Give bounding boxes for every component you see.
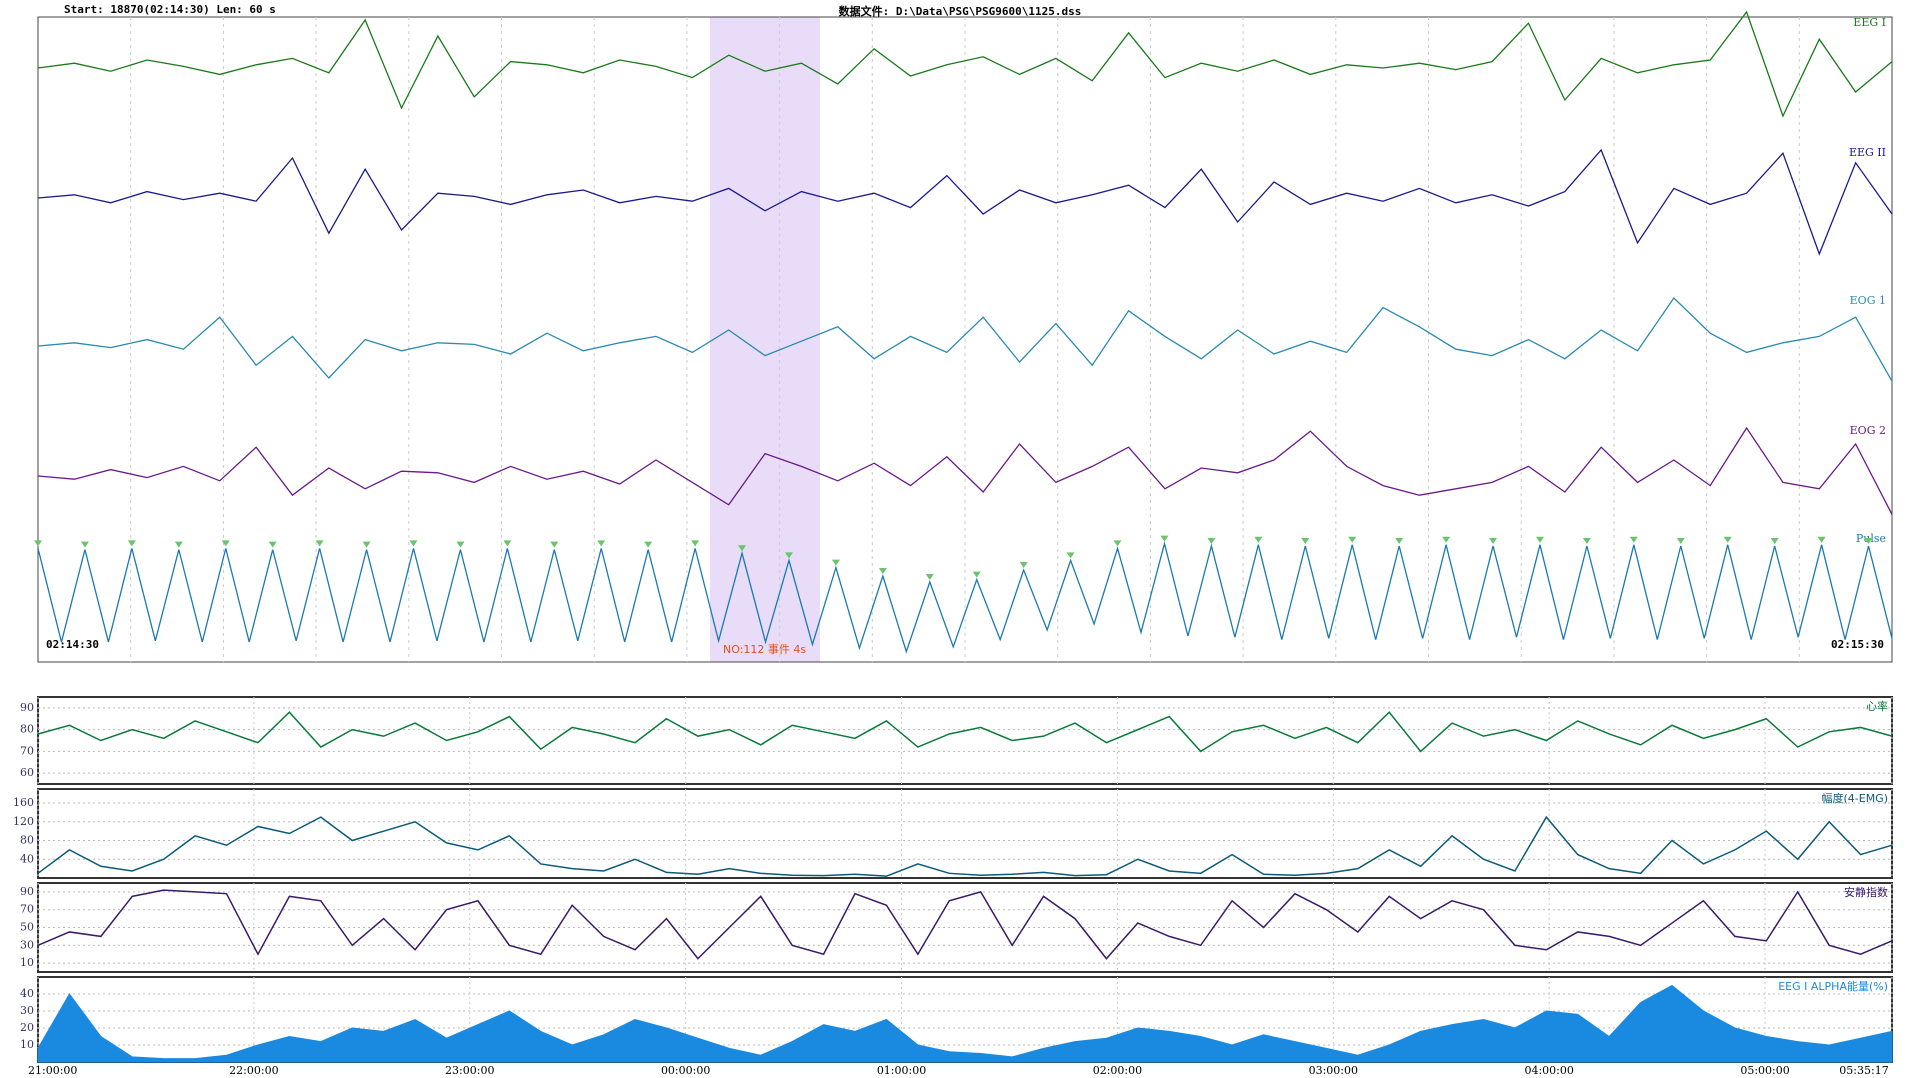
x-tick-label: 22:00:00 — [229, 1064, 278, 1077]
beat-marker — [597, 540, 606, 547]
x-tick-label: 01:00:00 — [877, 1064, 926, 1077]
y-tick-label: 20 — [20, 1021, 34, 1034]
beat-marker — [1723, 536, 1732, 543]
y-tick-label: 60 — [20, 766, 34, 779]
beat-marker — [1019, 562, 1028, 568]
trace — [37, 296, 1893, 382]
y-tick-label: 70 — [20, 903, 34, 916]
beat-marker — [315, 540, 324, 547]
trend-label: EEG I ALPHA能量(%) — [1778, 979, 1888, 993]
trend-label: 幅度(4-EMG) — [1821, 791, 1888, 805]
y-tick-label: 80 — [20, 834, 34, 847]
beat-marker — [691, 540, 700, 547]
y-tick-label: 80 — [20, 723, 34, 736]
beat-marker — [1395, 538, 1404, 544]
beat-marker — [1489, 538, 1498, 544]
panel-frame — [37, 788, 1893, 879]
x-tick-label: 00:00:00 — [661, 1064, 710, 1077]
beat-marker — [221, 540, 230, 547]
beat-marker — [1535, 536, 1544, 543]
beat-marker — [456, 541, 465, 548]
y-tick-label: 90 — [20, 701, 34, 714]
x-tick-label: 21:00:00 — [28, 1064, 77, 1077]
trace-label: EEG I — [1853, 16, 1886, 29]
x-tick-label: 03:00:00 — [1309, 1064, 1358, 1077]
epoch-start: 02:14:30 — [46, 638, 99, 651]
trend-line — [37, 815, 1893, 877]
x-tick-label: 04:00:00 — [1524, 1064, 1573, 1077]
header-info: Start: 18870(02:14:30) Len: 60 s — [64, 3, 276, 16]
beat-marker — [550, 541, 559, 548]
trace — [37, 148, 1893, 256]
y-tick-label: 70 — [20, 744, 34, 757]
beat-marker — [127, 540, 136, 547]
beat-marker — [1160, 535, 1169, 542]
trace — [37, 541, 1893, 654]
beat-marker — [925, 574, 934, 580]
y-tick-label: 10 — [20, 1038, 34, 1051]
beat-marker — [784, 552, 793, 559]
y-tick-label: 30 — [20, 1004, 34, 1017]
x-tick-label: 05:00:00 — [1740, 1064, 1789, 1077]
beat-marker — [268, 541, 277, 548]
y-tick-label: 120 — [13, 815, 34, 828]
beat-marker — [831, 559, 840, 566]
beat-marker — [1676, 538, 1685, 544]
area — [37, 984, 1893, 1063]
event-label: NO:112 事件 4s — [723, 643, 806, 656]
beat-marker — [1770, 538, 1779, 544]
beat-marker — [409, 540, 418, 547]
trend-line — [37, 711, 1893, 753]
trend-label: 心率 — [1866, 699, 1888, 713]
beat-marker — [1629, 536, 1638, 543]
beat-marker — [1442, 536, 1451, 543]
y-tick-label: 40 — [20, 987, 34, 1000]
panel-frame — [37, 696, 1893, 785]
beat-marker — [1207, 538, 1216, 544]
y-tick-label: 10 — [20, 956, 34, 969]
beat-marker — [1864, 538, 1873, 544]
beat-marker — [878, 568, 887, 574]
trend-label: 安静指数 — [1844, 885, 1888, 899]
trend-line — [37, 889, 1893, 960]
beat-marker — [1254, 536, 1263, 543]
trace — [37, 10, 1893, 118]
beat-marker — [1113, 540, 1122, 547]
beat-marker — [503, 540, 512, 547]
trace-label: EOG 1 — [1850, 294, 1886, 307]
beat-marker — [34, 540, 42, 547]
epoch-end: 02:15:30 — [1831, 638, 1884, 651]
y-tick-label: 50 — [20, 921, 34, 934]
trace-label: EOG 2 — [1850, 424, 1886, 437]
beat-marker — [738, 545, 747, 552]
x-tick-label: 02:00:00 — [1093, 1064, 1142, 1077]
beat-marker — [972, 571, 981, 578]
beat-marker — [1582, 538, 1591, 544]
trace — [37, 426, 1893, 515]
selection — [710, 17, 820, 662]
y-tick-label: 40 — [20, 852, 34, 865]
y-tick-label: 90 — [20, 885, 34, 898]
y-tick-label: 160 — [13, 796, 34, 809]
beat-marker — [80, 541, 89, 548]
beat-marker — [362, 541, 371, 548]
trace-label: EEG II — [1849, 146, 1886, 159]
file-name: 数据文件: D:\Data\PSG\PSG9600\1125.dss — [839, 4, 1082, 18]
beat-marker — [174, 541, 183, 548]
beat-marker — [1301, 538, 1310, 544]
beat-marker — [644, 541, 653, 548]
beat-marker — [1348, 536, 1357, 543]
x-tick-label: 23:00:00 — [445, 1064, 494, 1077]
beat-marker — [1066, 552, 1075, 559]
x-tick-label: 05:35:17 — [1839, 1064, 1888, 1077]
y-tick-label: 30 — [20, 938, 34, 951]
beat-marker — [1817, 536, 1826, 543]
